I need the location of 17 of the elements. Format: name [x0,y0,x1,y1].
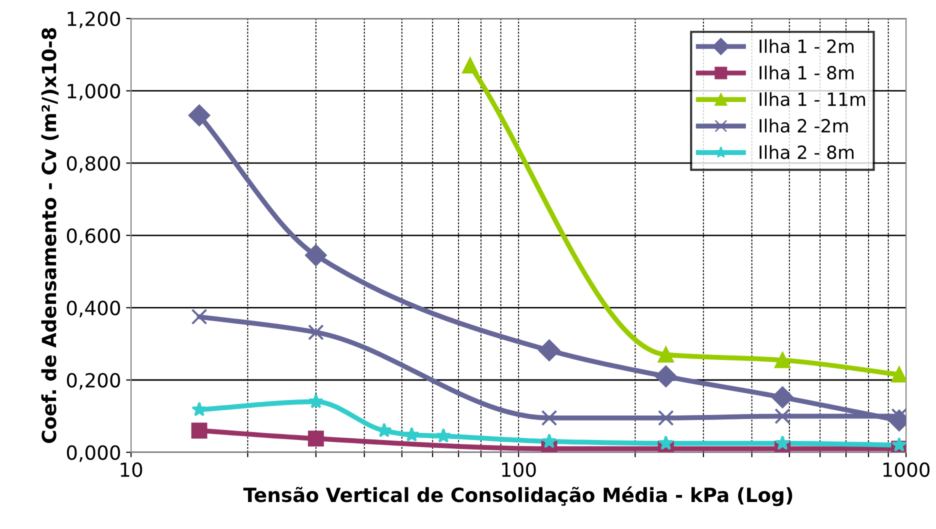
y-tick-label: 0,000 [66,445,120,462]
y-tick-label: 0,600 [66,228,120,246]
x-tick-label: 100 [502,462,536,478]
y-tick-label: 0,200 [66,372,120,390]
y-tick-label: 1,200 [68,11,120,28]
y-axis-title: Coef. de Adensamento - Cv (m²/)x10-8 [41,28,59,443]
legend-label: Ilha 2 -2m [760,118,848,133]
legend-label: Ilha 1 - 11m [760,92,866,106]
x-axis-title: Tensão Vertical de Consolidação Média - kPa (Log) [243,486,792,506]
legend-label: Ilha 1 - 2m [760,39,854,54]
legend-label: Ilha 1 - 8m [760,66,854,80]
y-tick-label: 1,000 [68,84,120,100]
legend-label: Ilha 2 - 8m [760,145,854,160]
y-tick-label: 0,400 [66,300,120,318]
x-tick-label: 1000 [883,462,930,478]
y-tick-label: 0,800 [66,156,120,173]
x-tick-label: 10 [120,462,142,478]
